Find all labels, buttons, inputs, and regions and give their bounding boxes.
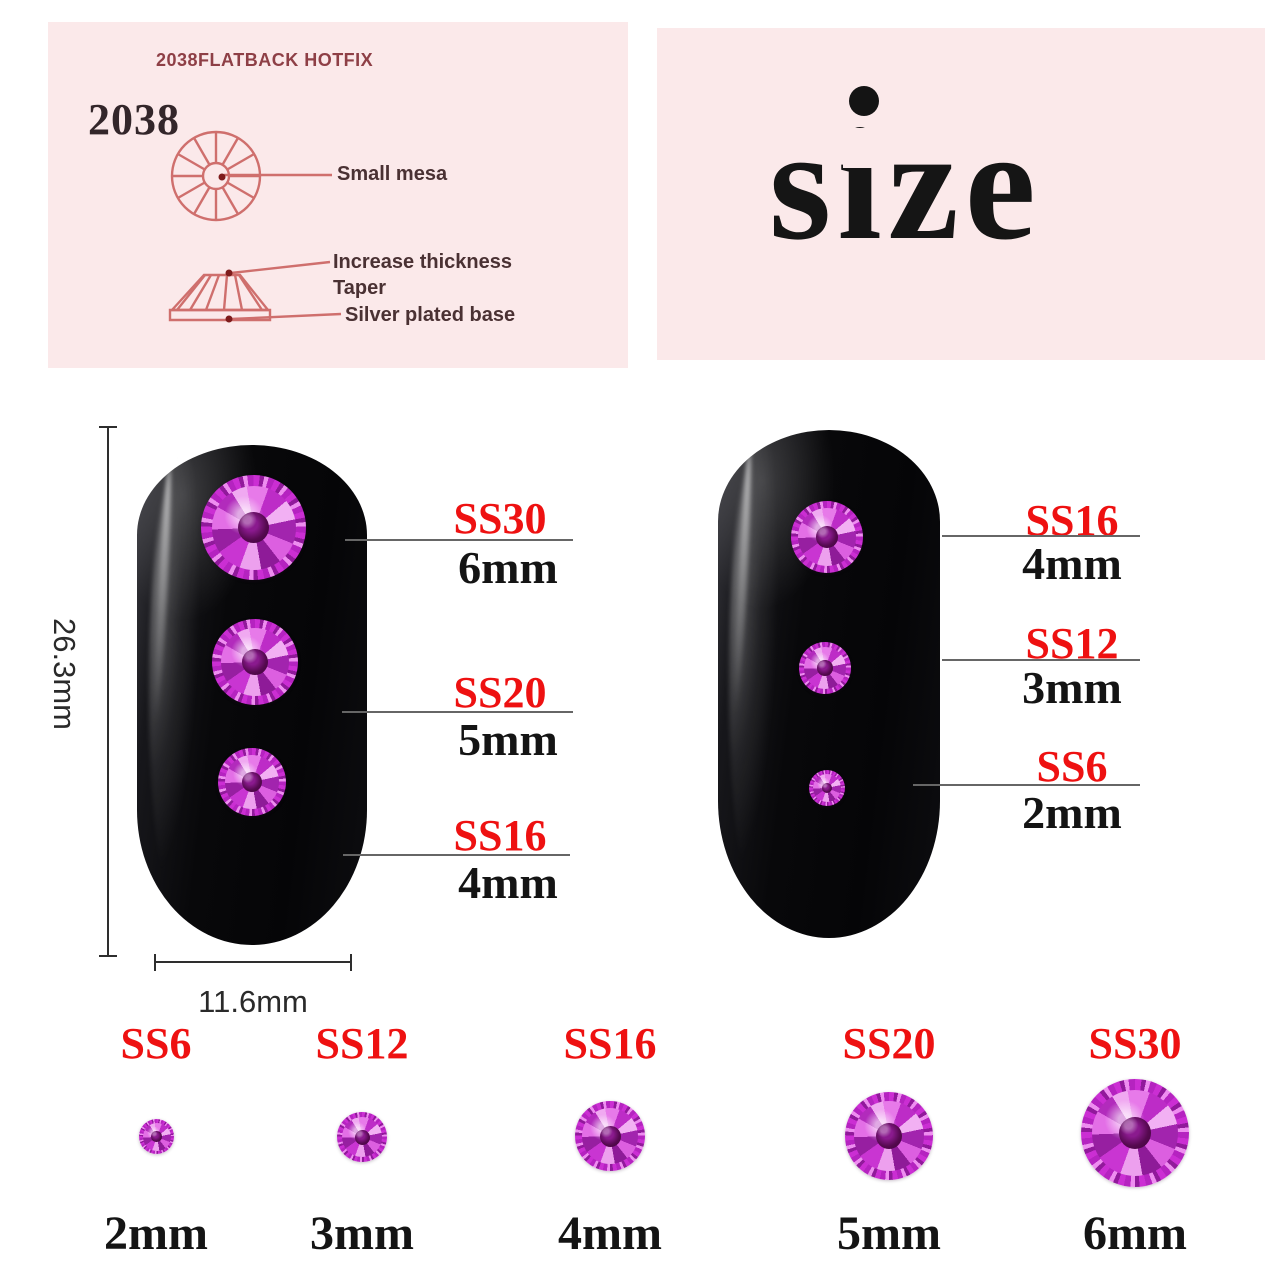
callout-line <box>342 711 573 713</box>
callout-mm-label: 6mm <box>458 542 558 593</box>
crystal-side-view-diagram <box>168 260 342 322</box>
chart-mm-label: 5mm <box>837 1207 941 1260</box>
chart-mm-label: 2mm <box>104 1207 208 1260</box>
rhinestone-ss30 <box>1081 1079 1189 1187</box>
i-dot-cover <box>843 128 883 168</box>
rhinestone-ss20 <box>845 1092 933 1180</box>
rhinestone-ss12 <box>337 1112 387 1162</box>
i-dot <box>849 86 879 116</box>
chart-ss-label: SS30 <box>1088 1019 1182 1068</box>
nail-gloss-highlight <box>731 450 754 715</box>
model-number: 2038 <box>88 95 180 144</box>
spec-header: 2038FLATBACK HOTFIX <box>156 50 374 70</box>
callout-mm-label: 3mm <box>1022 662 1122 713</box>
callout-mm-label: 4mm <box>1022 538 1122 589</box>
rhinestone-ss30 <box>201 475 306 580</box>
rhinestone-ss16 <box>218 748 286 816</box>
chart-mm-label: 4mm <box>558 1207 662 1260</box>
height-dimension-cap-bottom <box>99 955 117 957</box>
side-view-label-base: Silver plated base <box>345 304 516 326</box>
callout-ss-label: SS16 <box>453 811 547 860</box>
callout-ss-label: SS6 <box>1036 742 1108 791</box>
rhinestone-ss16 <box>791 501 863 573</box>
height-dimension-cap-top <box>99 426 117 428</box>
rhinestone-ss6 <box>139 1119 174 1154</box>
chart-ss-label: SS6 <box>120 1019 192 1068</box>
chart-mm-label: 3mm <box>310 1207 414 1260</box>
width-dimension-label: 11.6mm <box>198 984 308 1019</box>
nail-right <box>718 430 940 938</box>
rhinestone-ss12 <box>799 642 851 694</box>
callout-line <box>942 659 1140 661</box>
side-view-label-taper: Taper <box>333 277 386 299</box>
callout-mm-label: 5mm <box>458 714 558 765</box>
crystal-diagram <box>168 130 342 323</box>
spec-panel: 2038FLATBACK HOTFIX 2038 Small mesa Incr… <box>48 22 628 368</box>
width-dimension-line <box>154 961 352 963</box>
callout-ss-label: SS12 <box>1025 619 1119 668</box>
rhinestone-ss6 <box>809 770 845 806</box>
callout-ss-label: SS20 <box>453 668 547 717</box>
rhinestone-ss16 <box>575 1101 645 1171</box>
chart-ss-label: SS20 <box>842 1019 936 1068</box>
size-panel: size <box>657 28 1265 360</box>
callout-line <box>345 539 573 541</box>
height-dimension-label: 26.3mm <box>47 618 82 730</box>
rhinestone-ss20 <box>212 619 298 705</box>
height-dimension-line <box>107 427 109 957</box>
side-view-label-thickness: Increase thickness <box>333 251 512 273</box>
nail-gloss-highlight <box>150 464 174 726</box>
width-dimension-tick-left <box>154 954 156 971</box>
chart-ss-label: SS16 <box>563 1019 657 1068</box>
size-title: size <box>769 95 1042 273</box>
callout-ss-label: SS30 <box>453 494 547 543</box>
nail-left <box>137 445 367 945</box>
width-dimension-tick-right <box>350 954 352 971</box>
callout-line <box>913 784 1140 786</box>
callout-mm-label: 2mm <box>1022 787 1122 838</box>
crystal-top-view-diagram <box>170 130 332 222</box>
callout-mm-label: 4mm <box>458 857 558 908</box>
chart-mm-label: 6mm <box>1083 1207 1187 1260</box>
callout-line <box>343 854 570 856</box>
chart-ss-label: SS12 <box>315 1019 409 1068</box>
callout-line <box>942 535 1140 537</box>
diagram-pointer-dots <box>218 173 233 323</box>
top-view-label: Small mesa <box>337 163 448 185</box>
